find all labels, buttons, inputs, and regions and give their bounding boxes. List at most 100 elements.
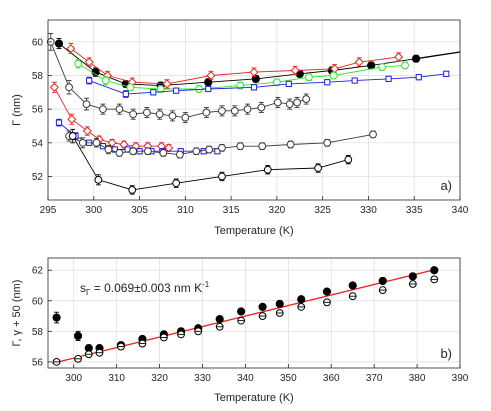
data-point [94, 175, 103, 184]
data-point [385, 75, 392, 82]
data-point [237, 307, 246, 316]
data-point [348, 281, 357, 290]
x-tick-label: 310 [177, 205, 194, 216]
data-point [122, 90, 129, 98]
x-tick-label: 350 [280, 373, 297, 384]
data-point [92, 138, 101, 147]
y-tick-label: 60 [32, 37, 44, 48]
data-point [415, 74, 422, 81]
data-point [408, 272, 417, 281]
data-point [329, 71, 338, 80]
panel-b-tag: b) [440, 346, 452, 361]
data-point [205, 85, 212, 93]
data-point [206, 71, 216, 81]
series-line-a-red-upper [70, 48, 399, 85]
series-line-a-black-filled [58, 43, 417, 87]
data-point [115, 148, 124, 157]
data-point [305, 73, 313, 82]
data-point [236, 142, 245, 151]
x-tick-label: 380 [409, 373, 426, 384]
data-point [250, 84, 258, 91]
y-tick-label: 54 [32, 138, 44, 149]
data-point [351, 77, 358, 84]
data-point [394, 52, 404, 62]
panel-a-xlabel: Temperature (K) [214, 225, 293, 237]
data-point [119, 139, 129, 149]
panel-b-xlabel: Temperature (K) [214, 392, 293, 404]
data-point [378, 63, 387, 72]
data-point [86, 77, 93, 84]
y-tick-label: 60 [32, 296, 44, 307]
annotation-s: s [80, 281, 86, 295]
data-point [159, 148, 168, 157]
data-point [172, 179, 181, 188]
data-point [156, 85, 165, 93]
series-line-a-black-fit [416, 51, 461, 60]
data-point [290, 65, 300, 75]
data-point [101, 76, 110, 85]
x-tick-label: 300 [65, 373, 82, 384]
data-point [173, 87, 180, 94]
x-tick-label: 340 [452, 205, 469, 216]
x-tick-label: 320 [269, 205, 286, 216]
data-point [78, 138, 87, 147]
data-point [293, 98, 301, 107]
data-point [369, 130, 377, 139]
data-point [82, 126, 92, 136]
panel-b-grid [48, 258, 461, 368]
data-point [73, 331, 83, 341]
data-point [286, 140, 295, 149]
data-point [324, 79, 331, 86]
data-point [162, 79, 172, 89]
panel-b-ylabel: Γ, γ + 50 (nm) [11, 280, 23, 347]
y-tick-label: 58 [32, 327, 44, 338]
data-point [49, 82, 59, 92]
data-point [99, 105, 107, 114]
data-point [302, 95, 311, 103]
data-point [275, 299, 284, 308]
data-point [430, 266, 439, 275]
x-tick-label: 310 [108, 373, 125, 384]
x-tick-label: 340 [237, 373, 254, 384]
panel-a-ticks: 295 300 305 310 315 320 325 330 335 340 52 54 56 58 60 [32, 37, 469, 216]
data-point [143, 147, 152, 156]
data-point [126, 83, 135, 92]
panel-b-chart: 300 310 320 330 340 350 360 370 380 390 56 58 60 62 T… [11, 257, 469, 404]
panel-b-frame [47, 257, 461, 369]
y-tick-label: 56 [32, 105, 44, 116]
data-point [129, 110, 138, 119]
data-point [443, 70, 450, 77]
panel-b-series [52, 266, 439, 366]
data-point [230, 106, 239, 115]
data-point [128, 186, 137, 194]
annotation-sup: -1 [202, 280, 210, 289]
annotation-sub: Γ [86, 288, 91, 297]
series-line-b-fit [52, 268, 439, 365]
data-point [218, 172, 226, 181]
x-tick-label: 390 [452, 373, 469, 384]
panel-a-frame [47, 19, 461, 201]
panel-b-ticks: 300 310 320 330 340 350 360 370 380 390 56 58 60 62 [32, 266, 469, 384]
series-line-a-black-lower [72, 135, 349, 191]
x-tick-label: 320 [151, 373, 168, 384]
data-point [215, 315, 224, 324]
data-point [323, 138, 332, 147]
data-point [55, 119, 63, 126]
x-tick-label: 330 [194, 373, 211, 384]
series-line-a-red-lower [54, 87, 170, 149]
data-point [251, 74, 260, 83]
x-tick-label: 330 [360, 205, 377, 216]
data-point [378, 276, 387, 286]
data-point [354, 57, 364, 67]
data-point [367, 61, 376, 70]
data-point [104, 145, 113, 154]
x-tick-label: 305 [131, 205, 148, 216]
data-point [181, 113, 190, 122]
x-tick-label: 370 [366, 373, 383, 384]
data-point [54, 39, 64, 48]
data-point [257, 103, 266, 112]
panel-a-grid [47, 20, 461, 200]
data-point [243, 105, 252, 114]
data-point [258, 302, 267, 311]
